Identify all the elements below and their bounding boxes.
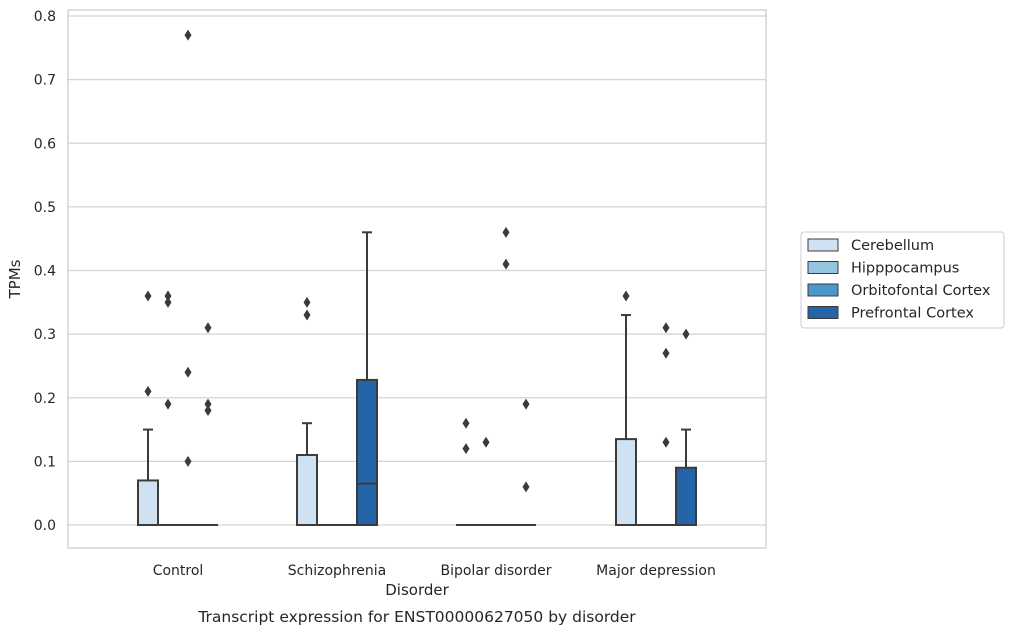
- legend-frame: [800, 231, 1005, 329]
- box-body: [675, 466, 697, 526]
- y-axis-label: TPMs: [6, 259, 24, 299]
- box-body: [615, 438, 637, 527]
- outlier-point: [303, 296, 311, 308]
- x-axis-label: Disorder: [385, 581, 449, 599]
- legend: Cerebellum Hipppocampus Orbitofontal Corte…: [800, 231, 1005, 329]
- outlier-point: [502, 226, 510, 238]
- outlier-point: [462, 417, 470, 429]
- outlier-point: [662, 347, 670, 359]
- outlier-point: [204, 322, 212, 334]
- legend-swatch: [807, 283, 839, 297]
- outlier-point: [164, 398, 172, 410]
- outlier-point: [522, 398, 530, 410]
- outlier-point: [303, 309, 311, 321]
- outlier-point: [184, 29, 192, 41]
- x-tick-label: Major depression: [596, 563, 716, 579]
- outlier-point: [662, 436, 670, 448]
- box-group: [356, 231, 378, 526]
- box-group: [296, 422, 318, 527]
- outlier-point: [682, 328, 690, 340]
- legend-label: Prefrontal Cortex: [851, 306, 974, 322]
- y-tick-label: 0.6: [34, 136, 56, 152]
- outlier-point: [502, 258, 510, 270]
- box-group: [137, 428, 159, 526]
- chart-caption: Transcript expression for ENST0000062705…: [197, 608, 636, 626]
- x-tick-label: Bipolar disorder: [440, 563, 551, 579]
- legend-swatch: [807, 238, 839, 252]
- outlier-point: [184, 455, 192, 467]
- outlier-point: [482, 436, 490, 448]
- y-tick-label: 0.3: [34, 327, 56, 343]
- y-tick-label: 0.7: [34, 73, 56, 89]
- y-tick-label: 0.5: [34, 200, 56, 216]
- outlier-point: [204, 404, 212, 416]
- y-tick-label: 0.4: [34, 264, 56, 280]
- legend-label: Hipppocampus: [851, 261, 959, 277]
- box-group: [615, 314, 637, 527]
- y-tick-label: 0.0: [34, 518, 56, 534]
- legend-swatch: [807, 261, 839, 274]
- outlier-point: [164, 296, 172, 308]
- outlier-point: [144, 290, 152, 302]
- legend-label: Cerebellum: [851, 238, 934, 254]
- y-tick-labels: 0.0 0.1 0.2 0.3 0.4 0.5 0.6 0.7 0.8: [34, 9, 56, 534]
- outliers: [144, 29, 690, 493]
- box-group: [675, 428, 697, 526]
- legend-label: Orbitofontal Cortex: [851, 283, 991, 299]
- outlier-point: [204, 398, 212, 410]
- outlier-point: [662, 322, 670, 334]
- outlier-point: [462, 443, 470, 455]
- outlier-point: [522, 481, 530, 493]
- x-tick-label: Control: [153, 563, 204, 579]
- gridlines: [68, 15, 766, 526]
- plot-area-frame: [67, 9, 767, 549]
- y-tick-label: 0.2: [34, 391, 56, 407]
- legend-swatch: [807, 306, 839, 319]
- box-body: [356, 378, 378, 526]
- outlier-point: [184, 366, 192, 378]
- y-tick-label: 0.8: [34, 9, 56, 25]
- boxes: [137, 231, 697, 527]
- outlier-point: [164, 290, 172, 302]
- y-tick-label: 0.1: [34, 454, 56, 470]
- x-tick-labels: Control Schizophrenia Bipolar disorder Majo…: [153, 563, 716, 579]
- x-tick-label: Schizophrenia: [288, 563, 386, 579]
- outlier-point: [144, 385, 152, 397]
- box-body: [137, 479, 159, 526]
- box-body: [296, 454, 318, 527]
- outlier-point: [622, 290, 630, 302]
